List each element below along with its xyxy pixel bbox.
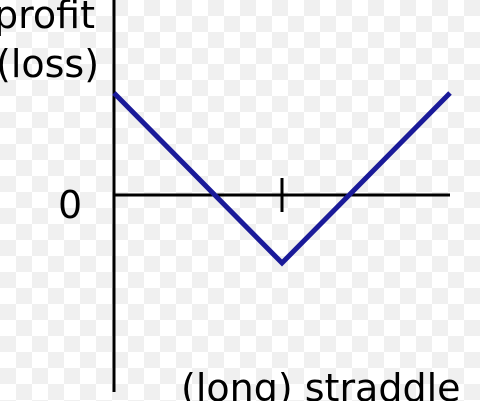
zero-label: 0 [58,183,82,227]
y-axis-label-profit: profit [0,0,95,37]
payoff-line [112,91,452,267]
y-axis-label-loss: (loss) [0,42,99,86]
x-axis-label: (long) straddle [181,366,461,401]
